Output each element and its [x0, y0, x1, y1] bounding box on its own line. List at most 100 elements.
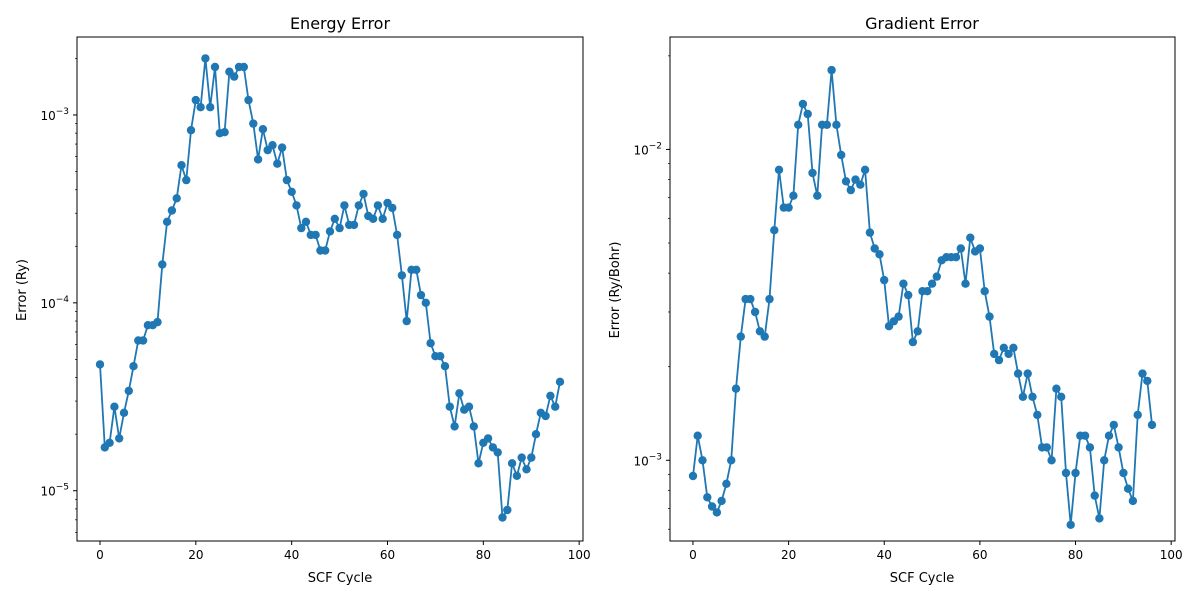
gradient-error-data-point: [875, 250, 884, 259]
gradient-error-data-point: [808, 168, 817, 178]
gradient-error-x-tick-label: 80: [1068, 548, 1083, 562]
gradient-error-data-point: [722, 479, 731, 488]
energy-error-data-point: [191, 95, 200, 105]
energy-error-data-point: [373, 201, 383, 210]
gradient-error-data-point: [698, 456, 707, 465]
energy-error-y-tick-label: 10−3: [40, 107, 69, 123]
gradient-error-data-point: [750, 307, 760, 317]
energy-error-data-point: [426, 339, 435, 348]
gradient-error-data-point: [794, 120, 803, 129]
gradient-error-data-point: [1090, 491, 1099, 500]
energy-error-data-point: [201, 54, 210, 63]
energy-error-data-point: [546, 391, 555, 400]
gradient-error-data-point: [1071, 468, 1080, 478]
energy-error-data-point: [119, 408, 129, 417]
energy-error-data-point: [292, 201, 301, 210]
energy-error-data-point: [349, 220, 359, 230]
gradient-error-panel: Gradient Error SCF Cycle Error (Ry/Bohr)…: [608, 14, 1183, 586]
energy-error-points: [95, 54, 565, 522]
energy-error-data-point: [297, 223, 306, 233]
energy-error-data-point: [421, 298, 430, 307]
gradient-error-data-point: [990, 349, 999, 359]
gradient-error-data-point: [961, 279, 970, 288]
gradient-error-x-tick-label: 60: [972, 548, 987, 562]
gradient-error-title: Gradient Error: [865, 14, 979, 33]
gradient-error-y-axis: 10−3 10−2: [633, 141, 670, 468]
gradient-error-data-point: [865, 228, 875, 237]
gradient-error-data-point: [1104, 431, 1114, 440]
gradient-error-data-point: [1109, 420, 1119, 430]
energy-error-data-point: [220, 128, 229, 137]
energy-error-data-point: [359, 189, 368, 199]
gradient-error-data-point: [980, 287, 989, 296]
energy-error-data-point: [249, 119, 258, 128]
energy-error-data-point: [182, 175, 191, 185]
gradient-error-data-point: [956, 244, 965, 253]
energy-error-data-point: [172, 194, 181, 203]
energy-error-x-tick-label: 60: [380, 548, 395, 562]
gradient-error-data-point: [856, 180, 865, 189]
gradient-error-data-point: [1061, 468, 1071, 478]
energy-error-data-point: [162, 217, 172, 226]
gradient-error-data-point: [975, 244, 985, 253]
gradient-error-data-point: [927, 279, 937, 288]
energy-error-data-point: [115, 434, 124, 443]
energy-error-data-point: [230, 72, 239, 81]
gradient-error-data-point: [798, 99, 808, 109]
gradient-error-data-point: [717, 496, 726, 506]
energy-error-data-point: [153, 317, 162, 327]
gradient-error-data-point: [1033, 410, 1042, 420]
gradient-error-data-point: [746, 294, 755, 304]
energy-error-data-point: [105, 438, 114, 447]
gradient-error-data-point: [899, 279, 908, 288]
gradient-error-data-point: [770, 226, 779, 235]
gradient-error-data-point: [813, 191, 822, 200]
energy-error-data-point: [206, 103, 215, 112]
energy-error-data-point: [416, 290, 426, 300]
gradient-error-data-point: [822, 120, 832, 129]
gradient-error-data-point: [1080, 431, 1090, 440]
gradient-error-data-point: [1143, 376, 1152, 386]
gradient-error-data-point: [923, 287, 932, 296]
energy-error-x-tick-label: 80: [476, 548, 491, 562]
energy-error-data-point: [129, 362, 138, 371]
gradient-error-x-tick-label: 100: [1160, 548, 1183, 562]
energy-error-data-point: [555, 377, 565, 386]
gradient-error-data-point: [913, 327, 922, 336]
energy-error-x-tick-label: 20: [188, 548, 203, 562]
gradient-error-data-point: [1100, 456, 1109, 465]
energy-error-data-point: [186, 126, 196, 135]
energy-error-data-point: [493, 448, 502, 457]
gradient-error-points: [688, 65, 1157, 529]
gradient-error-x-tick-label: 20: [781, 548, 796, 562]
energy-error-data-point: [138, 336, 148, 345]
gradient-error-y-label: Error (Ry/Bohr): [608, 242, 623, 339]
energy-error-data-point: [445, 402, 454, 411]
energy-error-data-point: [464, 402, 474, 411]
gradient-error-data-point: [832, 120, 841, 129]
gradient-error-data-point: [727, 456, 736, 465]
energy-error-data-point: [311, 230, 320, 240]
energy-error-data-point: [378, 214, 387, 223]
energy-error-y-axis: 10−5 10−4 10−3: [40, 107, 77, 499]
energy-error-data-point: [95, 360, 105, 369]
energy-error-data-point: [503, 505, 512, 515]
energy-error-data-point: [124, 386, 133, 396]
gradient-error-data-point: [760, 332, 769, 341]
energy-error-y-tick-label: 10−5: [40, 483, 69, 499]
gradient-error-data-point: [693, 431, 702, 440]
energy-error-data-point: [474, 459, 483, 468]
gradient-error-data-point: [1057, 392, 1066, 401]
gradient-error-data-point: [1028, 392, 1037, 401]
gradient-error-data-point: [1147, 420, 1157, 430]
gradient-error-x-tick-label: 40: [877, 548, 892, 562]
gradient-error-data-point: [966, 233, 975, 242]
energy-error-data-point: [412, 265, 421, 274]
gradient-error-data-point: [827, 65, 836, 75]
gradient-error-data-point: [837, 150, 846, 160]
gradient-error-data-point: [1004, 349, 1013, 359]
energy-error-data-point: [210, 62, 220, 72]
gradient-error-data-point: [1023, 369, 1032, 378]
